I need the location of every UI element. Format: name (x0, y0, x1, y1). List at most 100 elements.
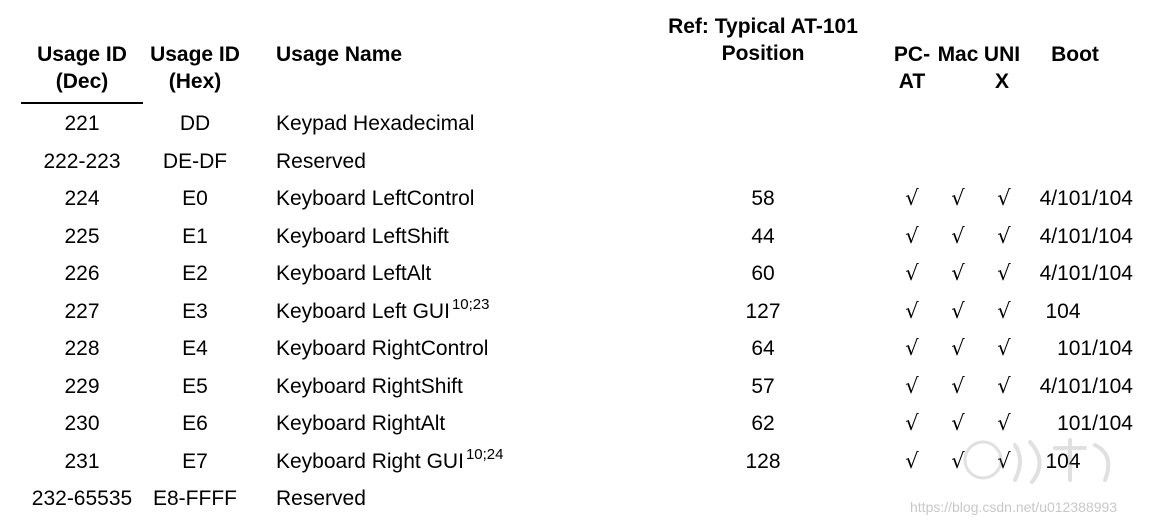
usage-id-hex: E1 (182, 224, 208, 248)
boot-protocol-text: 101/104 (1057, 412, 1133, 435)
header-boot: Boot (1051, 43, 1099, 66)
footnote-reference: 10;23 (451, 295, 490, 313)
header-usage-id-hex: Usage ID (Hex) (150, 43, 240, 93)
mac-check-icon: √ (951, 261, 965, 285)
usage-id-dec: 229 (64, 374, 100, 398)
header-underline (21, 102, 143, 104)
watermark-logo (963, 438, 1111, 484)
boot-protocol-text: 104 (1045, 449, 1081, 473)
boot-protocol-text: 101/104 (1057, 337, 1133, 360)
ref-position: 127 (745, 299, 781, 323)
boot-protocol-text: 104 (1045, 299, 1081, 323)
usage-id-dec: 224 (64, 187, 100, 210)
boot-protocol-text: 4/101/104 (1039, 374, 1133, 398)
mac-check-icon: √ (951, 223, 965, 248)
usage-id-dec: 221 (64, 112, 100, 135)
pc-at-check-icon: √ (905, 448, 919, 473)
pc-at-check-icon: √ (905, 411, 919, 435)
header-usage-id-dec: Usage ID (Dec) (37, 43, 127, 93)
header-usage-name: Usage Name (276, 43, 403, 66)
usage-id-dec: 222-223 (43, 149, 121, 173)
unix-check-icon: √ (997, 448, 1011, 473)
usage-name-text: Keyboard LeftControl (276, 187, 475, 210)
mac-check-icon: √ (951, 448, 965, 473)
usage-id-hex: E4 (182, 337, 208, 360)
usage-id-dec: 230 (64, 412, 100, 435)
usage-name: Reserved (276, 480, 368, 519)
boot-protocol: 101/104 (1015, 330, 1133, 367)
usage-id-hex: E7 (182, 449, 208, 473)
unix-check-icon: √ (997, 223, 1011, 248)
header-mac: Mac (937, 43, 979, 66)
boot-protocol: 4/101/104 (1015, 255, 1133, 292)
usage-id-hex: E6 (182, 412, 208, 435)
usage-id-hex: E3 (182, 299, 208, 323)
ref-position: 58 (751, 187, 775, 210)
mac-check-icon: √ (951, 411, 965, 435)
usage-name-text: Keyboard RightControl (276, 337, 489, 360)
usage-name-text: Keypad Hexadecimal (276, 112, 475, 135)
usage-name: Keyboard RightControl (276, 330, 490, 369)
boot-protocol-text: 4/101/104 (1039, 262, 1133, 285)
header-ref-position: Ref: Typical AT-101 Position (668, 15, 858, 65)
usage-name: Keyboard Right GUI 10;24 (276, 443, 503, 482)
pc-at-check-icon: √ (905, 261, 919, 285)
usage-name-text: Keyboard LeftAlt (276, 262, 432, 285)
usage-id-dec: 228 (64, 337, 100, 360)
boot-protocol-text: 4/101/104 (1039, 187, 1133, 210)
usage-name-text: Keyboard Right GUI (276, 449, 464, 473)
table-row: 228 E4 Keyboard RightControl 64 √ √ √ 101/104 (0, 330, 1154, 367)
unix-check-icon: √ (997, 261, 1011, 285)
unix-check-icon: √ (997, 373, 1011, 398)
mac-check-icon: √ (951, 298, 965, 323)
boot-protocol (1015, 105, 1133, 142)
footnote-reference: 10;24 (465, 445, 504, 463)
unix-check-icon: √ (997, 298, 1011, 323)
header-unix: UNI X (983, 43, 1021, 93)
ref-position: 64 (751, 337, 775, 360)
usage-id-dec: 231 (64, 449, 100, 473)
boot-protocol: 101/104 (1015, 405, 1133, 442)
usage-name: Keyboard Left GUI 10;23 (276, 293, 489, 332)
usage-id-dec: 225 (64, 224, 100, 248)
pc-at-check-icon: √ (905, 298, 919, 323)
ref-position: 44 (751, 224, 775, 248)
boot-protocol (1015, 143, 1133, 180)
ref-position: 60 (751, 262, 775, 285)
header-pc-at: PC- AT (893, 43, 931, 93)
usage-id-hex: E2 (182, 262, 208, 285)
usage-id-hex: DD (179, 112, 211, 135)
usage-name: Reserved (276, 143, 368, 182)
pc-at-check-icon: √ (905, 336, 919, 360)
pc-at-check-icon: √ (905, 186, 919, 210)
usage-name-text: Keyboard RightAlt (276, 412, 446, 435)
mac-check-icon: √ (951, 373, 965, 398)
watermark-text: https://blog.csdn.net/u012388993 (910, 499, 1118, 515)
table-row: 231 E7 Keyboard Right GUI 10;24 128 √ √ √ 104 (0, 443, 1154, 480)
unix-check-icon: √ (997, 186, 1011, 210)
usage-id-hex: E5 (182, 374, 208, 398)
unix-check-icon: √ (997, 411, 1011, 435)
usage-name: Keyboard LeftShift (276, 218, 451, 257)
ref-position: 57 (751, 374, 775, 398)
table-row: 232-65535 E8-FFFF Reserved (0, 480, 1154, 517)
usage-name-text: Keyboard LeftShift (276, 224, 449, 248)
mac-check-icon: √ (951, 336, 965, 360)
table-row: 229 E5 Keyboard RightShift 57 √ √ √ 4/101/104 (0, 368, 1154, 405)
usage-id-hex: E0 (182, 187, 208, 210)
boot-protocol: 104 (1015, 443, 1111, 480)
table-row: 221 DD Keypad Hexadecimal (0, 105, 1154, 142)
table-row: 222-223 DE-DF Reserved (0, 143, 1154, 180)
usage-id-dec: 226 (64, 262, 100, 285)
usage-name-text: Reserved (276, 149, 366, 173)
table-row: 226 E2 Keyboard LeftAlt 60 √ √ √ 4/101/104 (0, 255, 1154, 292)
usage-name-text: Reserved (276, 487, 366, 510)
table-row: 227 E3 Keyboard Left GUI 10;23 127 √ √ √ 104 (0, 293, 1154, 330)
usage-name: Keyboard RightShift (276, 368, 465, 407)
boot-protocol: 4/101/104 (1015, 180, 1133, 217)
ref-position: 128 (745, 449, 781, 473)
boot-protocol: 104 (1015, 293, 1111, 330)
usage-name: Keyboard LeftAlt (276, 255, 433, 294)
table-row: 224 E0 Keyboard LeftControl 58 √ √ √ 4/101/104 (0, 180, 1154, 217)
usage-id-hex: E8-FFFF (153, 487, 237, 510)
